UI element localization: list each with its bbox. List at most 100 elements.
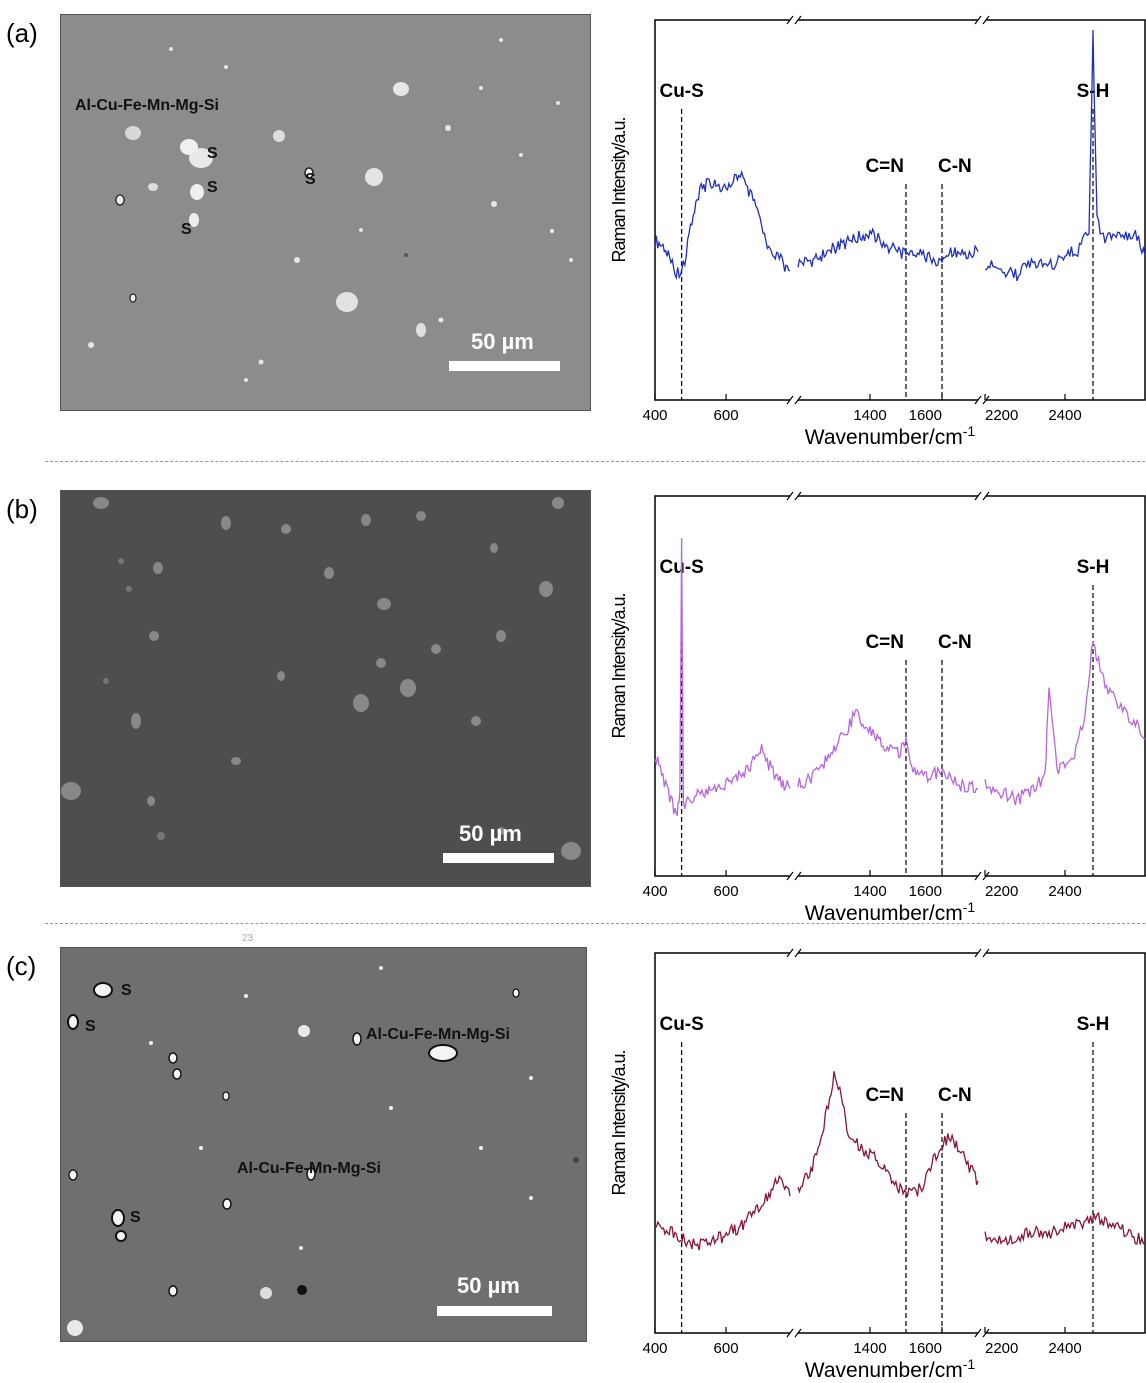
x-tick-label: 400 (642, 883, 667, 900)
axis-break-mark (786, 15, 794, 25)
spectrum-line (797, 1071, 979, 1197)
spectrum-line (654, 1174, 791, 1251)
axis-break-mark (974, 15, 982, 25)
axis-break-mark (982, 948, 990, 958)
peak-label: Cu-S (659, 81, 703, 102)
x-tick-label: 2200 (985, 407, 1018, 424)
plot-frame (654, 19, 1146, 401)
axis-break-gap (978, 492, 986, 500)
axis-break-mark (974, 1328, 982, 1338)
peak-label: C=N (865, 1085, 904, 1106)
x-tick-label: 600 (714, 1340, 739, 1357)
axis-break-mark (786, 395, 794, 405)
spectrum-line (984, 641, 1146, 806)
peak-label: S-H (1077, 81, 1110, 102)
peak-label: C=N (865, 156, 904, 177)
axis-break-mark (982, 871, 990, 881)
axis-break-gap (790, 949, 798, 957)
axis-break-mark (974, 395, 982, 405)
axis-break-mark (786, 491, 794, 501)
plot-frame (654, 495, 1146, 877)
phase-label: Al-Cu-Fe-Mn-Mg-Si (237, 1160, 381, 1177)
axis-break-gap (790, 1329, 798, 1337)
x-tick-label: 2400 (1048, 883, 1081, 900)
panel-label: (a) (6, 18, 38, 48)
axis-break-mark (974, 871, 982, 881)
x-tick-label: 1600 (909, 407, 942, 424)
scale-label: 50 µm (459, 821, 522, 846)
peak-label: C-N (938, 632, 972, 653)
x-tick-label: 1400 (853, 883, 886, 900)
peak-label: Cu-S (659, 1014, 703, 1035)
x-tick-label: 2400 (1048, 407, 1081, 424)
axis-break-gap (978, 872, 986, 880)
phase-label: Al-Cu-Fe-Mn-Mg-Si (366, 1026, 510, 1043)
x-tick-label: 400 (642, 407, 667, 424)
axis-break-mark (982, 1328, 990, 1338)
s-label: S (85, 1018, 96, 1035)
x-axis-label: Wavenumber/cm-1 (805, 423, 976, 449)
axis-break-mark (794, 1328, 802, 1338)
panel-b: (b) (0, 476, 1146, 926)
stray-text: 23 (242, 933, 254, 944)
axis-break-mark (794, 491, 802, 501)
spectrum-line (984, 29, 1146, 282)
axis-break-gap (790, 396, 798, 404)
x-tick-label: 2400 (1048, 1340, 1081, 1357)
x-axis-label: Wavenumber/cm-1 (805, 1356, 976, 1382)
peak-label: C-N (938, 156, 972, 177)
peak-label: C-N (938, 1085, 972, 1106)
sem-image: 50 µm (60, 490, 591, 887)
s-label: S (181, 221, 192, 238)
axis-break-gap (790, 492, 798, 500)
separator (45, 923, 1145, 924)
axis-break-mark (794, 948, 802, 958)
y-axis-label: Raman Intensity/a.u. (609, 117, 629, 262)
x-tick-label: 2200 (985, 1340, 1018, 1357)
x-tick-label: 1400 (853, 1340, 886, 1357)
raman-chart: 400 600 1400 1600 2200 2400 Wavenumber/cm-1 Ram… (609, 15, 1146, 449)
raman-chart: 400 600 1400 1600 2200 2400 Wavenumber/cm-1 Ram… (609, 948, 1146, 1382)
y-axis-label: Raman Intensity/a.u. (609, 1050, 629, 1195)
scale-bar (449, 361, 560, 371)
spectrum-line (797, 708, 979, 794)
raman-chart: 400 600 1400 1600 2200 2400 Wavenumber/cm-1 Ram… (609, 491, 1146, 925)
scale-label: 50 µm (471, 329, 534, 354)
axis-break-gap (790, 16, 798, 24)
axis-break-mark (974, 948, 982, 958)
sem-image: S S S Al-Cu-Fe-Mn-Mg-Si Al-Cu-Fe-Mn-Mg-S… (60, 947, 587, 1342)
sem-particles (67, 966, 579, 1336)
x-tick-label: 400 (642, 1340, 667, 1357)
sem-particles (61, 497, 581, 860)
scale-bar (443, 853, 554, 863)
s-label: S (305, 171, 316, 188)
axis-break-gap (790, 872, 798, 880)
peak-label: C=N (865, 632, 904, 653)
axis-break-mark (786, 871, 794, 881)
x-tick-label: 600 (714, 407, 739, 424)
panel-label: (c) (6, 951, 37, 981)
axis-break-mark (794, 15, 802, 25)
axis-break-mark (786, 1328, 794, 1338)
axis-break-mark (794, 395, 802, 405)
spectrum-line (984, 1211, 1146, 1246)
sem-particles (88, 38, 573, 382)
sem-image: Al-Cu-Fe-Mn-Mg-Si S S S S 50 µm (60, 14, 591, 411)
axis-break-mark (982, 15, 990, 25)
x-tick-label: 1400 (853, 407, 886, 424)
panel-c: (c) 23 (0, 933, 1146, 1383)
x-tick-label: 2200 (985, 883, 1018, 900)
x-axis-label-superscript: -1 (963, 899, 976, 915)
x-axis-label: Wavenumber/cm-1 (805, 899, 976, 925)
axis-break-mark (982, 491, 990, 501)
s-label: S (121, 982, 132, 999)
axis-break-mark (794, 871, 802, 881)
x-axis-label-superscript: -1 (963, 423, 976, 439)
axis-break-gap (978, 16, 986, 24)
axis-break-gap (978, 949, 986, 957)
x-axis-label-superscript: -1 (963, 1356, 976, 1372)
x-tick-label: 1600 (909, 1340, 942, 1357)
s-label: S (130, 1209, 141, 1226)
axis-break-gap (978, 1329, 986, 1337)
axis-break-mark (786, 948, 794, 958)
